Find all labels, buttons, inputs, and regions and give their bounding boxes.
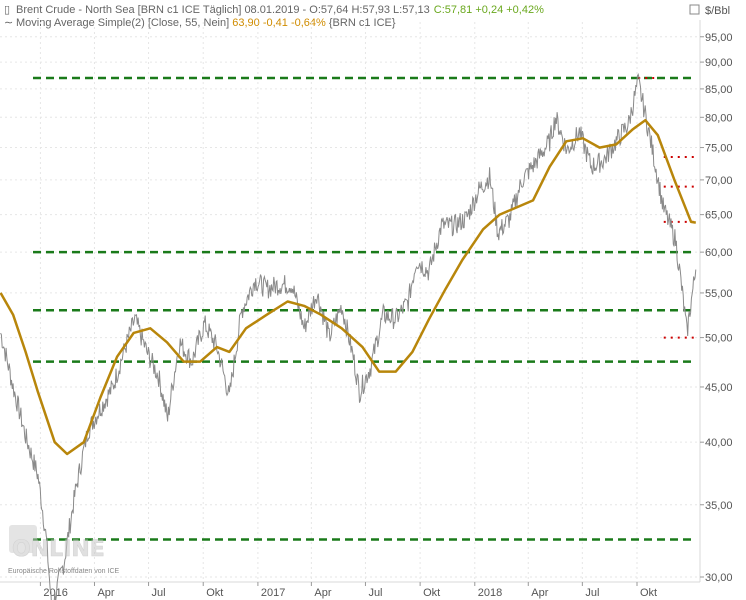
- logo-badge: [9, 525, 37, 553]
- moving-average-line: [0, 118, 696, 456]
- x-tick-label: 2018: [478, 587, 502, 599]
- grid-lines: [0, 22, 700, 582]
- x-tick-label: Okt: [206, 587, 223, 599]
- header-close: C:57,81 +0,24 +0,42%: [434, 4, 544, 16]
- y-tick-label: 80,00: [705, 112, 733, 124]
- y-axis-unit: $/Bbl: [705, 5, 730, 17]
- header-line2-prefix: Moving Average Simple(2) [Close, 55, Nei…: [16, 17, 232, 29]
- x-tick-label: Jul: [368, 587, 382, 599]
- y-tick-label: 60,00: [705, 247, 733, 259]
- y-tick-label: 30,00: [705, 572, 733, 584]
- header-ma-value: 63,90 -0,41 -0,64%: [232, 17, 326, 29]
- x-tick-label: Okt: [423, 587, 440, 599]
- x-tick-label: Apr: [97, 587, 114, 599]
- header-line2-suffix: {BRN c1 ICE}: [326, 17, 396, 29]
- x-tick-labels: 2016 Apr Jul Okt 2017 Apr Jul Okt 2018 Apr Jul Okt: [39, 582, 657, 599]
- y-tick-label: 85,00: [705, 84, 733, 96]
- zoom-box-icon[interactable]: [689, 4, 700, 15]
- y-tick-label: 95,00: [705, 32, 733, 44]
- price-series-line: [0, 73, 697, 600]
- x-tick-label: 2017: [261, 587, 285, 599]
- header-line-2: Moving Average Simple(2) [Close, 55, Nei…: [16, 17, 396, 29]
- header-line-1: Brent Crude - North Sea [BRN c1 ICE Tägl…: [16, 4, 544, 16]
- x-tick-label: Okt: [640, 587, 657, 599]
- y-tick-label: 90,00: [705, 57, 733, 69]
- header-symbol-icon: ▯: [4, 4, 10, 16]
- header-line1-prefix: Brent Crude - North Sea [BRN c1 ICE Tägl…: [16, 4, 309, 16]
- y-tick-label: 35,00: [705, 500, 733, 512]
- source-note: Europäische Rohstoffdaten von ICE: [8, 568, 119, 575]
- series-lines: [0, 73, 697, 600]
- y-tick-label: 70,00: [705, 175, 733, 187]
- x-tick-label: Apr: [314, 587, 331, 599]
- header-ohl: O:57,64 H:57,93 L:57,13: [309, 4, 429, 16]
- support-resistance-levels: [33, 76, 696, 541]
- online-logo: ONLINE: [9, 525, 105, 562]
- y-tick-label: 65,00: [705, 210, 733, 222]
- header-ma-icon: ∼: [4, 17, 13, 29]
- y-tick-label: 75,00: [705, 143, 733, 155]
- y-tick-label: 45,00: [705, 382, 733, 394]
- logo-text: ONLINE: [12, 537, 105, 562]
- x-tick-label: Jul: [585, 587, 599, 599]
- y-tick-label: 50,00: [705, 333, 733, 345]
- x-tick-label: Apr: [531, 587, 548, 599]
- y-tick-label: 40,00: [705, 437, 733, 449]
- x-tick-label: 2016: [43, 587, 67, 599]
- x-tick-label: Jul: [152, 587, 166, 599]
- chart-header: ▯ Brent Crude - North Sea [BRN c1 ICE Tä…: [4, 4, 544, 29]
- y-tick-label: 55,00: [705, 288, 733, 300]
- y-tick-labels: 30,00 35,00 40,00 45,00 50,00 55,00 60,00 65,00…: [700, 32, 733, 584]
